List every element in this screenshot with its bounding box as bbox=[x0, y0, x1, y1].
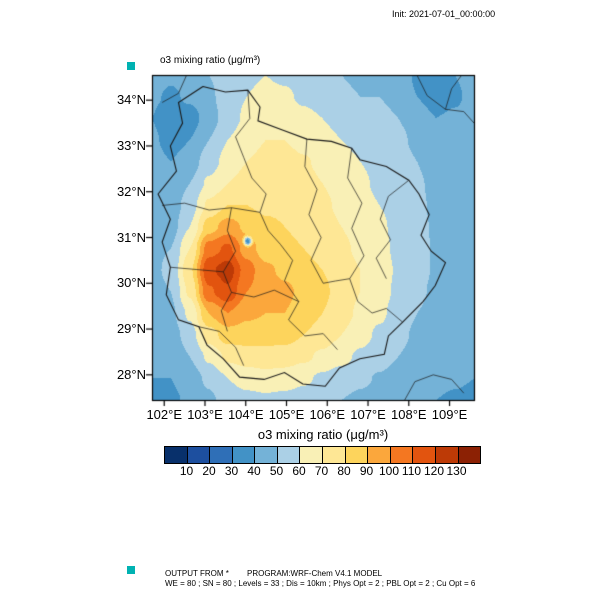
lon-tick-label: 106°E bbox=[309, 407, 346, 422]
lon-tick-label: 107°E bbox=[350, 407, 386, 422]
colorbar-tick-label: 50 bbox=[269, 464, 284, 478]
colorbar-tick-label: 70 bbox=[314, 464, 329, 478]
colorbar-tick-label: 60 bbox=[292, 464, 306, 478]
lat-tick-label: 28°N bbox=[116, 366, 146, 382]
colorbar-tick-label: 110 bbox=[401, 464, 422, 478]
lon-tick-label: 102°E bbox=[146, 407, 182, 422]
colorbar-tick-label: 130 bbox=[446, 464, 467, 478]
teal-marker-top bbox=[127, 62, 135, 70]
lat-tick-label: 29°N bbox=[116, 321, 146, 337]
teal-marker-bottom bbox=[127, 566, 135, 574]
footer-program: PROGRAM:WRF-Chem V4.1 MODEL bbox=[247, 569, 383, 578]
lat-tick-label: 33°N bbox=[116, 137, 146, 153]
colorbar-tick-label: 120 bbox=[423, 464, 445, 478]
lon-tick-label: 109°E bbox=[431, 407, 468, 422]
footer-output-from: OUTPUT FROM * bbox=[165, 569, 229, 578]
lon-tick-label: 103°E bbox=[187, 407, 223, 422]
init-timestamp: Init: 2021-07-01_00:00:00 bbox=[392, 9, 496, 19]
colorbar-tick-label: 30 bbox=[224, 464, 239, 478]
footer-model-settings: WE = 80 ; SN = 80 ; Levels = 33 ; Dis = … bbox=[165, 579, 476, 588]
lat-tick-label: 31°N bbox=[116, 229, 146, 245]
lat-tick-label: 34°N bbox=[116, 92, 146, 108]
lon-tick-label: 104°E bbox=[227, 407, 264, 422]
lon-tick-label: 105°E bbox=[268, 407, 305, 422]
colorbar-tick-label: 10 bbox=[179, 464, 194, 478]
lon-tick-label: 108°E bbox=[391, 407, 427, 422]
colorbar-tick-label: 90 bbox=[359, 464, 374, 478]
map-title: o3 mixing ratio (μg/m³) bbox=[160, 55, 261, 66]
colorbar-boxes bbox=[164, 446, 481, 464]
colorbar-tick-label: 100 bbox=[378, 464, 400, 478]
map-canvas bbox=[140, 67, 484, 411]
lat-tick-label: 30°N bbox=[116, 275, 146, 291]
lat-tick-label: 32°N bbox=[116, 183, 146, 199]
colorbar-tick-label: 20 bbox=[202, 464, 216, 478]
colorbar-tick-label: 40 bbox=[247, 464, 261, 478]
colorbar-tick-label: 80 bbox=[337, 464, 351, 478]
colorbar-title: o3 mixing ratio (μg/m³) bbox=[257, 427, 389, 442]
